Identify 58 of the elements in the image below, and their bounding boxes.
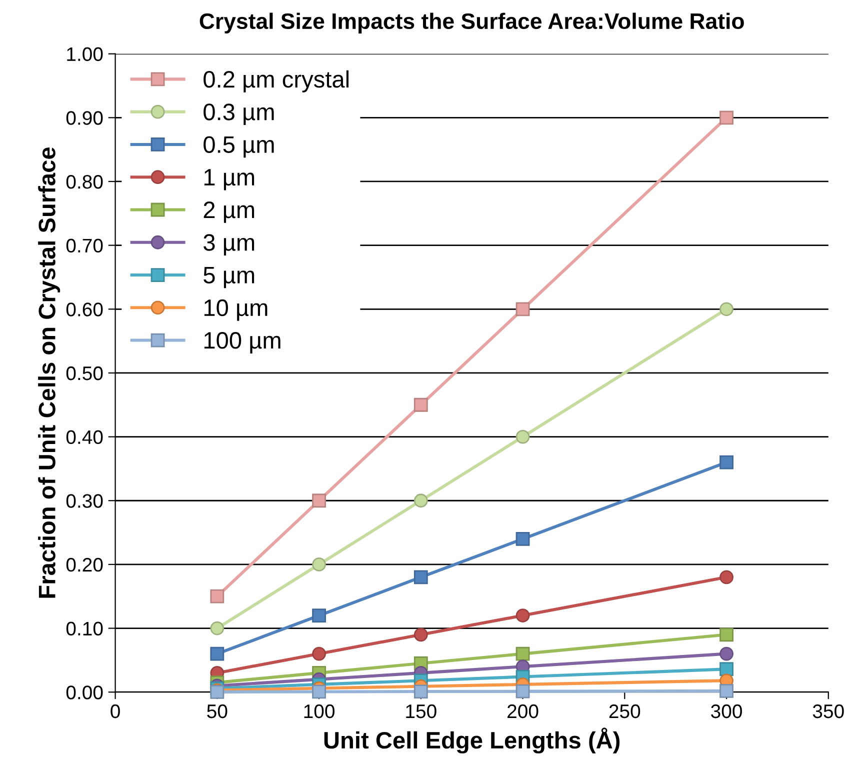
x-tick-label: 350 [812,704,844,718]
point [210,621,224,636]
x-tick-label: 0 [110,704,120,718]
point [312,646,326,661]
point [312,684,326,699]
point [720,570,734,584]
x-tick-label: 100 [304,704,334,718]
point [720,628,734,642]
point [720,646,734,661]
point [414,628,428,642]
point [414,494,428,508]
point [516,646,530,661]
point [414,684,428,698]
point [516,532,530,546]
x-tick-label: 50 [207,704,228,718]
y-tick-label: 0.50 [66,366,103,380]
x-tick-label: 300 [711,704,742,718]
legend-label: 1 µm [204,169,254,190]
point [312,608,326,622]
point [720,455,734,470]
y-axis-title: Fraction of Unit Cells on Crystal Surface [38,147,60,598]
x-axis-title: Unit Cell Edge Lengths (Å) [324,728,620,754]
y-tick-label: 0.90 [66,111,103,125]
point [516,684,530,698]
chart-title: Crystal Size Impacts the Surface Area:Volume Ratio [200,12,744,34]
y-tick-label: 0.20 [66,558,103,572]
y-tick-label: 0.70 [66,238,103,253]
y-tick-label: 0.40 [66,430,103,444]
point [516,430,530,444]
point [414,570,428,584]
legend-label: 10 µm [204,299,268,321]
point [720,662,734,676]
point [516,302,530,316]
legend-label: 2 µm [204,202,254,223]
x-tick-label: 150 [406,704,436,718]
x-tick-label: 250 [609,704,640,718]
y-tick-label: 0.00 [66,686,103,700]
point [312,558,326,572]
legend-label: 3 µm [204,234,254,256]
y-tick-label: 0.60 [66,302,103,316]
y-tick-label: 1.00 [67,47,103,62]
point [720,110,734,125]
legend-label: 5 µm [204,267,254,288]
x-tick-label: 200 [508,704,538,718]
legend-label: 100 µm [204,332,280,354]
y-tick-label: 0.80 [66,174,103,189]
legend-label: 0.5 µm [204,136,274,158]
y-tick-label: 0.30 [66,494,103,508]
point [210,589,224,604]
y-tick-label: 0.10 [66,622,103,636]
point [210,646,224,661]
legend-label: 0.3 µm [204,104,274,126]
point [720,684,734,698]
point [312,494,326,508]
point [414,398,428,412]
legend-label: 0.2 µm crystal [204,70,349,92]
point [720,302,734,316]
point [516,608,530,622]
